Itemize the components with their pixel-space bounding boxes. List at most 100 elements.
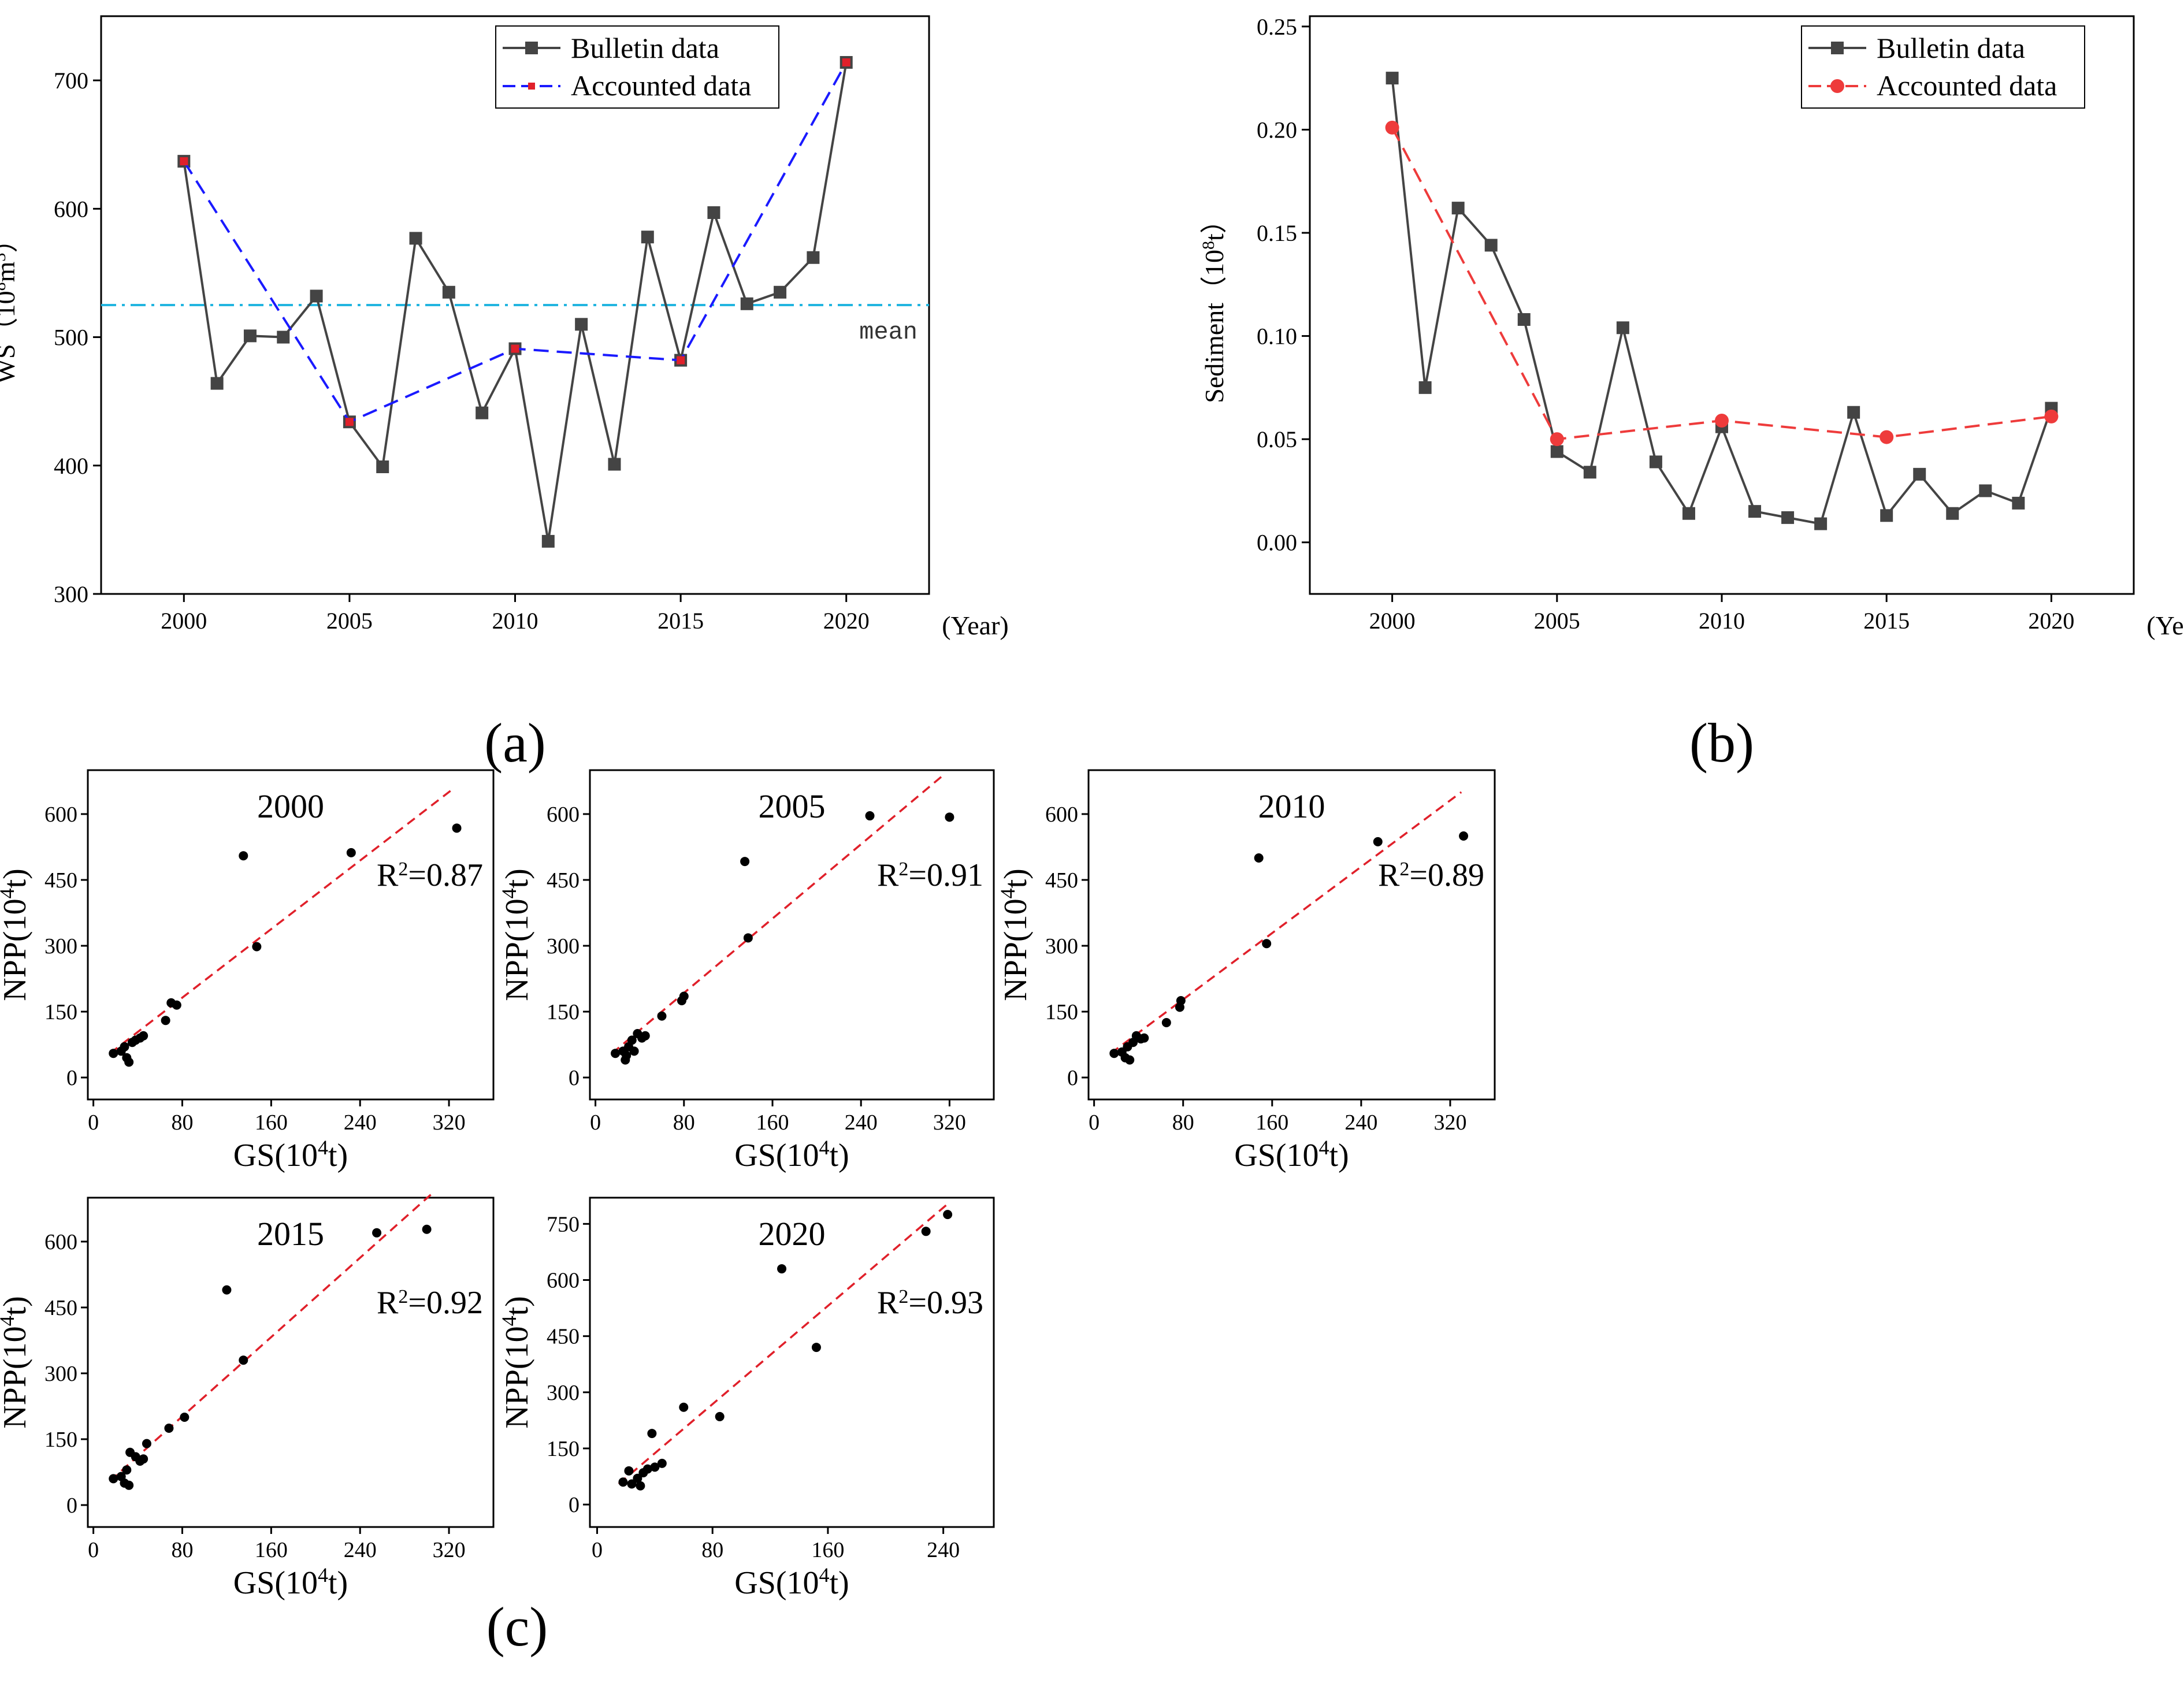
panel-b-sediment-chart: 2000 2005 2010 2015 2020 0.00 0.05 0.10 0.15 0.20…: [1199, 14, 2184, 774]
y-tick-label: 0: [569, 1493, 580, 1517]
y-tick-label: 600: [44, 803, 77, 827]
scatter-point: [1139, 1033, 1149, 1043]
scatter-subplot-2000: 0 80 160 240 320 0 150 300 450 600 GS(104t) NPP(104…: [0, 769, 495, 1173]
scatter-point: [679, 991, 689, 1001]
y-tick-label: 0.10: [1257, 324, 1297, 350]
scatter-point: [943, 1210, 953, 1220]
legend: Bulletin data Accounted data: [495, 25, 779, 109]
point-bulletin: [1880, 509, 1893, 522]
scatter-point: [120, 1042, 129, 1052]
scatter-point: [1459, 831, 1469, 841]
y-tick-label: 0: [1067, 1066, 1078, 1090]
plot-frame: [1087, 769, 1496, 1101]
point-bulletin: [1616, 321, 1629, 335]
point-bulletin: [1748, 505, 1762, 518]
point-bulletin: [409, 232, 422, 245]
point-bulletin: [376, 460, 389, 473]
scatter-point: [679, 1402, 689, 1412]
x-tick-label: 2015: [658, 608, 704, 634]
x-tick-label: 80: [701, 1538, 723, 1562]
point-accounted: [1385, 120, 1399, 135]
scatter-point: [627, 1035, 637, 1045]
x-tick-label: 160: [756, 1110, 789, 1135]
y-tick-label: 600: [547, 803, 580, 827]
x-tick-label: 0: [592, 1538, 603, 1562]
y-tick-label: 150: [44, 1000, 77, 1024]
point-bulletin: [608, 458, 621, 471]
scatter-point: [865, 811, 875, 821]
scatter-point: [1254, 853, 1264, 863]
y-axis-title: NPP(104t): [497, 868, 535, 1001]
y-axis-title: WS（108m3）: [0, 226, 20, 384]
x-tick-label: 2010: [1699, 608, 1745, 634]
legend-marker-bulletin: [525, 42, 538, 54]
y-tick-label: 300: [54, 581, 88, 607]
scatter-point: [252, 942, 262, 952]
scatter-point: [1125, 1055, 1135, 1065]
point-bulletin: [277, 330, 290, 344]
y-tick-label: 0: [66, 1493, 77, 1518]
point-bulletin: [807, 251, 820, 264]
y-axis-title: NPP(104t): [0, 868, 33, 1001]
y-tick-label: 0: [569, 1066, 580, 1090]
scatter-point: [372, 1228, 382, 1238]
y-tick-label: 400: [54, 453, 88, 479]
y-tick-label: 600: [1045, 803, 1078, 827]
x-tick-label: 240: [1344, 1110, 1377, 1135]
scatter-point: [109, 1474, 118, 1484]
scatter-point: [640, 1031, 650, 1041]
point-bulletin: [2012, 496, 2025, 510]
x-tick-label: 80: [171, 1110, 193, 1135]
panel-label: (c): [486, 1596, 548, 1658]
point-bulletin: [1913, 467, 1926, 481]
scatter-point: [124, 1480, 134, 1490]
point-bulletin: [1781, 511, 1795, 524]
point-bulletin: [1386, 72, 1399, 85]
x-tick-label: 160: [255, 1110, 288, 1135]
y-tick-label: 150: [44, 1428, 77, 1452]
point-bulletin: [442, 285, 455, 299]
point-accounted: [345, 418, 354, 426]
scatter-point: [921, 1227, 931, 1236]
fit-line: [611, 774, 945, 1054]
x-tick-label: 2000: [1369, 608, 1416, 634]
r-squared-label: R2=0.91: [877, 857, 983, 893]
y-tick-label: 150: [547, 1000, 580, 1024]
scatter-point: [743, 933, 753, 943]
scatter-subplot-2010: 0 80 160 240 320 0 150 300 450 600 GS(104t) NPP(104…: [996, 769, 1496, 1173]
point-bulletin: [740, 297, 753, 310]
panel-c-npp-gs-scatter: 0 80 160 240 320 0 150 300 450 600 GS(104t) NPP(104…: [0, 769, 1496, 1658]
plot-frame: [589, 1197, 995, 1528]
scatter-point: [624, 1466, 634, 1476]
scatter-point: [622, 1051, 632, 1060]
point-accounted: [677, 356, 685, 365]
point-bulletin: [1517, 313, 1531, 326]
scatter-subplot-2015: 0 80 160 240 320 0 150 300 450 600 GS(104t) NPP(104…: [0, 1192, 495, 1601]
scatter-point: [633, 1473, 642, 1483]
scatter-point: [650, 1462, 660, 1472]
x-tick-label: 80: [171, 1538, 193, 1562]
point-bulletin: [1583, 466, 1596, 479]
y-axis-title: NPP(104t): [497, 1296, 535, 1429]
legend-marker-accounted: [1830, 79, 1844, 93]
y-tick-label: 300: [44, 934, 77, 958]
scatter-point: [239, 851, 248, 861]
scatter-point: [657, 1458, 667, 1468]
point-accounted: [2044, 409, 2059, 423]
x-tick-label: 2015: [1863, 608, 1910, 634]
x-tick-label: 240: [927, 1538, 960, 1562]
y-tick-label: 600: [547, 1269, 580, 1293]
legend-marker-bulletin: [1831, 42, 1844, 54]
fit-line: [109, 1192, 433, 1482]
scatter-point: [777, 1264, 787, 1274]
subplot-year-title: 2010: [1258, 787, 1325, 825]
y-tick-label: 0.05: [1257, 426, 1297, 452]
legend-box: [1801, 25, 2085, 109]
y-tick-label: 600: [54, 196, 88, 222]
plot-frame: [589, 769, 995, 1101]
point-bulletin: [1814, 517, 1828, 530]
x-axis-title: (Year): [2146, 611, 2184, 640]
y-tick-label: 150: [547, 1437, 580, 1461]
y-tick-label: 0.00: [1257, 530, 1297, 556]
mean-label: mean: [859, 318, 918, 346]
